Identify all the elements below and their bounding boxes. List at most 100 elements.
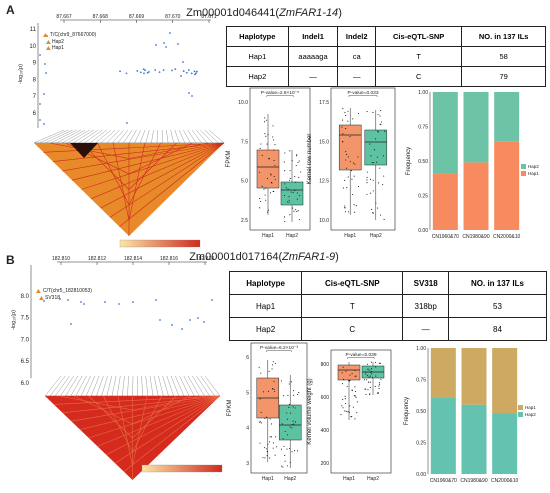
ld-connector [156,129,158,144]
data-point [370,381,372,383]
x-tick-label: Hap2 [286,233,298,239]
data-point [355,205,357,207]
data-point [272,361,274,363]
ld-connector [80,375,91,397]
association-point [125,72,128,75]
data-point [292,192,294,194]
x-tick-label: CN1980&90 [462,234,489,240]
data-point [259,171,261,173]
data-point [258,366,260,368]
data-point [379,123,381,125]
stacked-bar-segment [461,404,487,474]
table-header: Cis-eQTL-SNP [374,26,463,47]
table-cell: — [402,317,449,341]
y-tick-label: 11 [30,27,37,33]
data-point [349,405,351,407]
data-point [368,376,370,378]
x-tick-label: CN2000&10 [491,478,518,484]
ld-connector [73,129,94,144]
data-point [347,176,349,178]
ld-grid-line [71,395,221,422]
snp-label: T/C(chr9_87667000) [50,32,96,38]
data-point [367,368,369,370]
data-point [345,128,347,130]
ld-connector [84,129,103,144]
ld-connector [65,375,79,397]
table-header: SV318 [402,271,449,295]
y-tick-label: 0.50 [418,159,428,165]
stacked-bar-segment [494,141,520,230]
ld-color-key [141,464,223,473]
data-point [293,390,295,392]
data-point [289,177,291,180]
legend-swatch [518,412,523,417]
table-cell: — [287,66,339,87]
p-value-label: P-value=6.2×10⁻³ [260,345,298,351]
data-point [344,179,346,182]
association-point [136,70,139,72]
data-point [366,379,368,381]
data-point [266,455,268,457]
ld-grid-line [90,142,225,200]
p-value-label: P-value=2.8×10⁻⁶ [261,90,299,96]
data-point [357,156,359,158]
boxplot-frame [330,87,396,231]
data-point [381,121,383,123]
data-point [342,108,344,110]
association-point [182,61,184,63]
data-point [287,394,289,396]
data-point [363,379,365,381]
data-point [291,160,293,162]
data-point [260,143,262,145]
ld-connector [162,375,169,397]
table-row: Hap2 C — 84 [228,317,548,341]
data-point [344,207,346,209]
panel-letter: B [6,253,15,267]
data-point [264,417,266,419]
y-tick-label: 6 [33,111,37,117]
data-point [370,361,373,363]
data-point [366,363,369,365]
x-tick-label: CN1960&70 [430,478,457,484]
association-point [182,70,185,72]
position-label: 182.812 [88,256,106,262]
association-point [142,68,145,71]
y-tick-label: 10.0 [319,218,329,224]
box [337,364,361,381]
data-point [345,167,348,169]
data-point [288,199,290,201]
data-point [268,157,270,160]
x-tick-label: CN2000&10 [493,234,520,240]
association-point [195,72,197,75]
association-point [162,69,165,71]
ld-connector [67,129,90,144]
data-point [372,179,374,181]
association-point [43,300,45,302]
ld-grid-line [109,142,225,218]
data-point [353,204,355,206]
data-point [347,156,349,158]
data-point [356,412,358,414]
y-tick-label: 8.0 [21,294,30,300]
data-point [357,185,360,188]
snp-label: C/T(chr5_182810053) [43,288,92,294]
y-tick-label: 3 [246,461,249,467]
ld-connector [170,375,179,397]
data-point [293,423,295,425]
ld-connector [132,375,134,397]
data-point [273,139,275,141]
association-point [180,75,182,77]
data-point [349,379,351,382]
data-point [348,380,350,382]
data-point [259,421,261,423]
position-label: 87.671 [201,14,217,20]
stacked-bar-segment [463,162,489,230]
data-point [264,133,266,135]
data-point [354,418,356,420]
data-point [259,198,261,200]
data-point [287,188,289,190]
box [338,124,362,171]
data-point [259,207,261,209]
data-point [365,371,367,373]
